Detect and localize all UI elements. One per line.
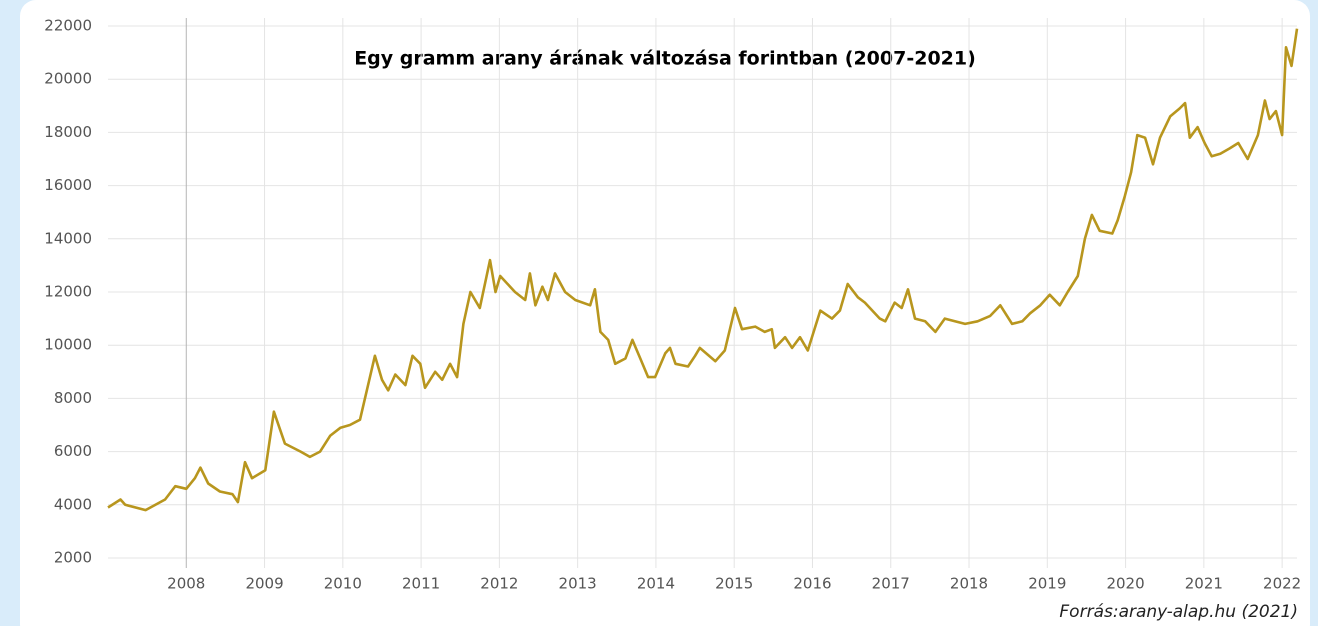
x-tick-label: 2013 <box>559 575 597 593</box>
chart-title: Egy gramm arany árának változása forintb… <box>354 48 976 70</box>
y-tick-label: 22000 <box>44 17 92 35</box>
x-tick-label: 2020 <box>1106 575 1144 593</box>
y-tick-label: 18000 <box>44 123 92 141</box>
y-tick-label: 14000 <box>44 229 92 247</box>
x-tick-label: 2022 <box>1263 575 1301 593</box>
source: Forrás:arany-alap.hu (2021) <box>1059 602 1298 622</box>
card <box>20 0 1310 626</box>
x-tick-label: 2018 <box>950 575 988 593</box>
y-tick-label: 8000 <box>54 389 92 407</box>
price-line <box>107 28 1299 512</box>
y-tick-label: 16000 <box>44 176 92 194</box>
y-tick-label: 4000 <box>54 495 92 513</box>
x-tick-label: 2009 <box>245 575 283 593</box>
y-tick-label: 12000 <box>44 283 92 301</box>
y-tick-label: 6000 <box>54 442 92 460</box>
y-tick-label: 20000 <box>44 70 92 88</box>
x-tick-label: 2017 <box>872 575 910 593</box>
x-tick-label: 2014 <box>637 575 675 593</box>
x-tick-label: 2016 <box>793 575 831 593</box>
x-tick-label: 2010 <box>324 575 362 593</box>
x-tick-label: 2012 <box>480 575 518 593</box>
x-tick-label: 2019 <box>1028 575 1066 593</box>
x-tick-label: 2021 <box>1185 575 1223 593</box>
x-tick-label: 2008 <box>167 575 205 593</box>
x-tick-label: 2011 <box>402 575 440 593</box>
x-tick-label: 2015 <box>715 575 753 593</box>
y-tick-label: 2000 <box>54 549 92 567</box>
y-tick-label: 10000 <box>44 336 92 354</box>
